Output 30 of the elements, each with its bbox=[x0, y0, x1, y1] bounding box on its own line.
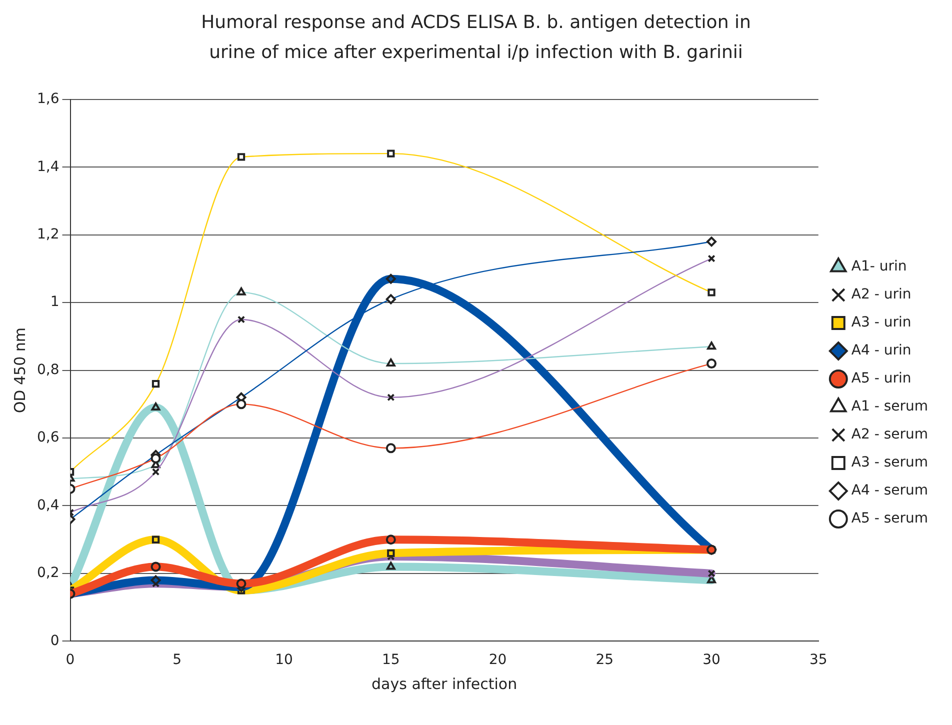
y-tick-label: 0,2 bbox=[37, 565, 60, 582]
x-tick-label: 5 bbox=[172, 652, 182, 668]
chart-title: Humoral response and ACDS ELISA B. b. antigen detection in urine of mice after experimental i/p infection with B. garinii bbox=[200, 11, 752, 65]
y-tick-label: 0,6 bbox=[37, 430, 60, 446]
legend-label: A5 - urin bbox=[851, 370, 912, 387]
y-tick-label: 1,2 bbox=[37, 226, 60, 242]
x-tick-label: 0 bbox=[66, 652, 75, 668]
legend-label: A1- urin bbox=[851, 258, 907, 275]
y-tick-label: 1,4 bbox=[37, 158, 60, 175]
x-tick-label: 35 bbox=[809, 652, 828, 668]
legend-label: A5 - serum bbox=[851, 510, 928, 527]
legend-label: A3 - serum bbox=[851, 454, 928, 471]
legend-label: A3 - urin bbox=[851, 314, 912, 331]
x-tick-label: 30 bbox=[702, 652, 720, 668]
y-axis-title: OD 450 nm bbox=[10, 327, 29, 414]
x-tick-label: 10 bbox=[275, 652, 293, 668]
y-tick-label: 1 bbox=[50, 294, 60, 310]
legend-label: A2 - urin bbox=[851, 286, 912, 303]
x-axis-title: days after infection bbox=[372, 674, 518, 693]
legend-label: A4 - urin bbox=[851, 342, 912, 359]
x-tick-label: 25 bbox=[596, 652, 614, 668]
y-tick-label: 1,6 bbox=[37, 91, 60, 108]
x-tick-label: 20 bbox=[488, 652, 507, 668]
legend-label: A2 - serum bbox=[851, 426, 928, 443]
y-tick-label: 0,4 bbox=[37, 497, 60, 514]
y-tick-label: 0 bbox=[50, 632, 60, 649]
legend-label: A1 - serum bbox=[851, 398, 928, 415]
y-tick-label: 0,8 bbox=[37, 362, 60, 378]
legend-label: A4 - serum bbox=[851, 482, 928, 499]
x-tick-label: 15 bbox=[382, 652, 400, 668]
